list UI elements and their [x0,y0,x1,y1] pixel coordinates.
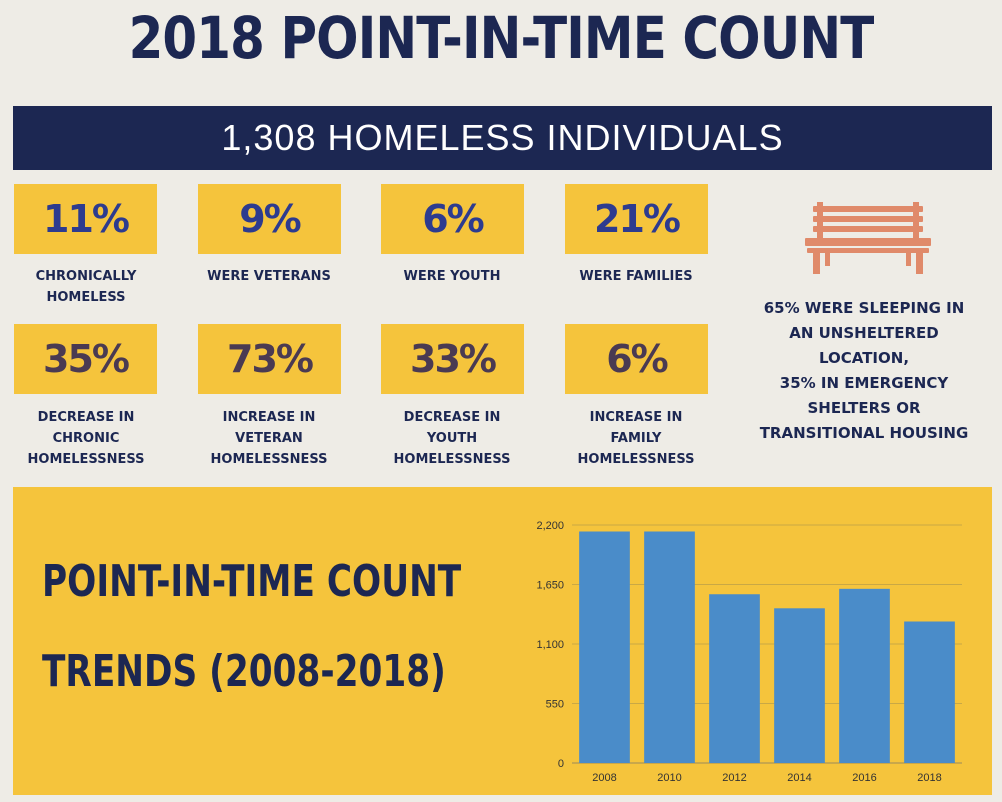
stat-value: 6% [422,197,484,241]
stat-label: CHRONICALLY HOMELESS [35,269,137,305]
x-tick-label: 2008 [592,772,616,784]
stat-box-youth-change: 33% [381,324,524,394]
x-tick-label: 2014 [787,772,811,784]
stat-box-veteran-change: 73% [198,324,341,394]
total-count-text: 1,308 HOMELESS INDIVIDUALS [221,117,784,158]
stat-box-family-change: 6% [565,324,708,394]
bar-2012 [709,594,760,763]
y-tick-label: 2,200 [536,520,564,532]
bar-2008 [579,531,630,763]
stat-label: INCREASE IN VETERAN HOMELESSNESS [210,410,328,467]
trends-title-line-2: TRENDS (2008-2018) [42,646,446,697]
trends-title-line-1: POINT-IN-TIME COUNT [42,556,462,607]
shelter-status-note: 65% WERE SLEEPING IN AN UNSHELTERED LOCA… [759,299,969,442]
stat-box-chronic-change: 35% [14,324,157,394]
stat-value: 11% [43,197,130,241]
x-tick-label: 2018 [917,772,941,784]
x-tick-label: 2010 [657,772,681,784]
stat-label: WERE FAMILIES [579,269,693,284]
bar-2014 [774,608,825,763]
stat-box-chronic: 11% [14,184,157,254]
trends-panel [13,487,992,795]
stat-label: WERE VETERANS [207,269,331,284]
stat-value: 6% [606,337,668,381]
stat-label: DECREASE IN YOUTH HOMELESSNESS [393,410,511,467]
total-count-banner: 1,308 HOMELESS INDIVIDUALS [13,106,992,170]
stat-label: DECREASE IN CHRONIC HOMELESSNESS [27,410,145,467]
stat-box-veterans: 9% [198,184,341,254]
stat-label: WERE YOUTH [403,269,501,284]
y-tick-label: 550 [546,699,564,711]
stat-value: 9% [239,197,301,241]
stat-value: 33% [410,337,497,381]
bar-2018 [904,621,955,763]
x-tick-label: 2016 [852,772,876,784]
y-tick-label: 0 [558,758,564,770]
page-title: 2018 POINT-IN-TIME COUNT [128,4,875,72]
stat-label: INCREASE IN FAMILY HOMELESSNESS [577,410,695,467]
x-tick-label: 2012 [722,772,746,784]
stat-value: 21% [594,197,681,241]
stat-value: 35% [43,337,130,381]
park-bench-icon [805,202,931,274]
bar-2010 [644,531,695,763]
y-tick-label: 1,100 [536,639,564,651]
y-tick-label: 1,650 [536,580,564,592]
trend-bar-chart: 0 550 1,100 1,650 2,200 2008 2010 2012 2014 2016 2… [536,520,962,784]
bar-2016 [839,588,890,763]
stat-value: 73% [227,337,314,381]
stat-box-youth: 6% [381,184,524,254]
stat-box-families: 21% [565,184,708,254]
